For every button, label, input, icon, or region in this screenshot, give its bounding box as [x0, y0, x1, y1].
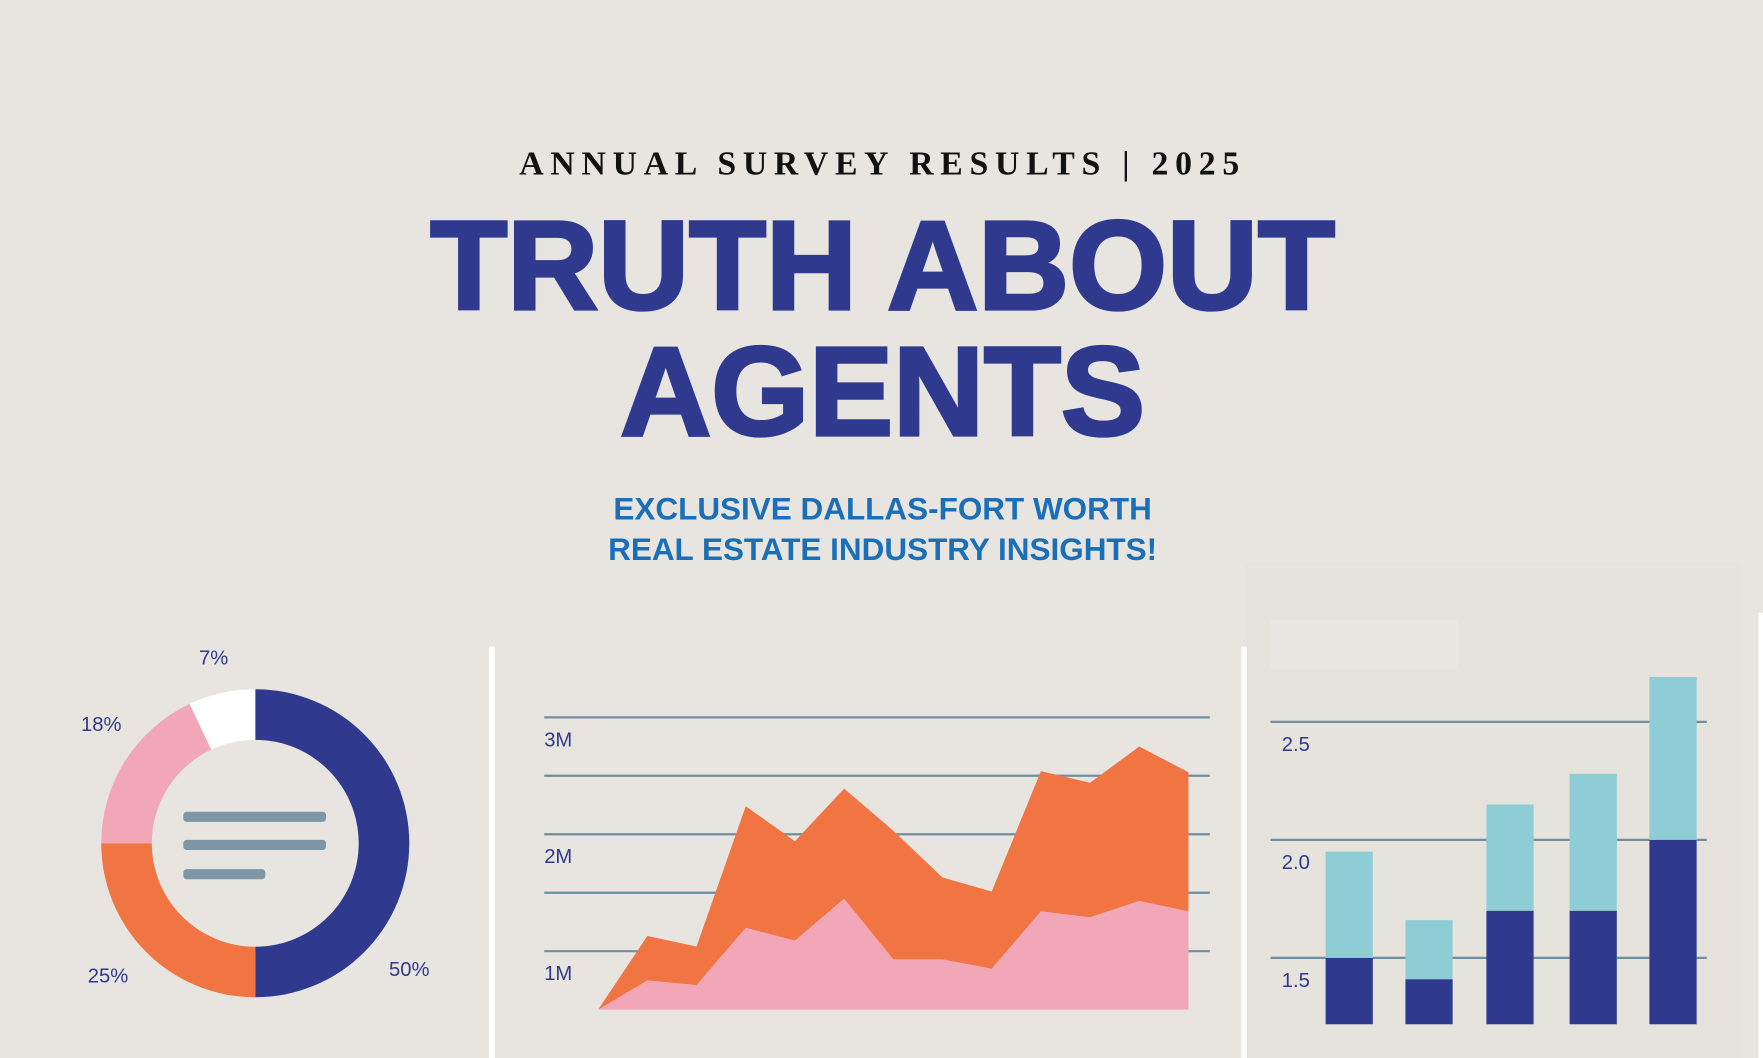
value-label: 25%	[88, 966, 128, 988]
bar	[1569, 910, 1617, 1025]
donut-segment	[101, 703, 212, 844]
y-tick-label: 3M	[544, 729, 572, 751]
bar	[1649, 839, 1697, 1025]
donut-segment	[189, 689, 256, 750]
subtitle: REAL ESTATE INDUSTRY INSIGHTS!	[608, 532, 1157, 567]
deco-line	[183, 839, 327, 850]
value-label: 7%	[199, 647, 228, 669]
bar	[1405, 979, 1453, 1025]
y-tick-label: 2.0	[1282, 852, 1310, 874]
y-tick-label: 1.5	[1282, 970, 1310, 992]
deco-line	[183, 811, 327, 822]
donut-segment	[255, 689, 410, 998]
bar	[1405, 920, 1453, 980]
donut-decoration	[183, 811, 327, 880]
bar	[1486, 910, 1534, 1025]
kicker: ANNUAL SURVEY RESULTS | 2025	[519, 145, 1246, 182]
y-tick-label: 2.5	[1282, 734, 1310, 756]
divider	[489, 646, 495, 1058]
subtitle: EXCLUSIVE DALLAS-FORT WORTH	[613, 491, 1151, 526]
title: TRUTH ABOUT	[430, 195, 1335, 336]
divider	[1758, 612, 1763, 1058]
area	[598, 746, 1189, 1010]
title: AGENTS	[620, 321, 1145, 462]
area	[598, 898, 1189, 1010]
donut-segment	[101, 843, 256, 998]
y-tick-label: 2M	[544, 846, 572, 868]
value-label: 18%	[81, 714, 121, 736]
bar	[1325, 957, 1373, 1025]
bar	[1569, 773, 1617, 911]
y-tick-label: 1M	[544, 963, 572, 985]
divider	[1241, 646, 1247, 1058]
value-label: 50%	[389, 959, 429, 981]
panel-box	[1270, 620, 1459, 669]
bar	[1486, 804, 1534, 911]
deco-line	[183, 869, 266, 880]
bar	[1649, 676, 1697, 840]
bar	[1325, 851, 1373, 958]
